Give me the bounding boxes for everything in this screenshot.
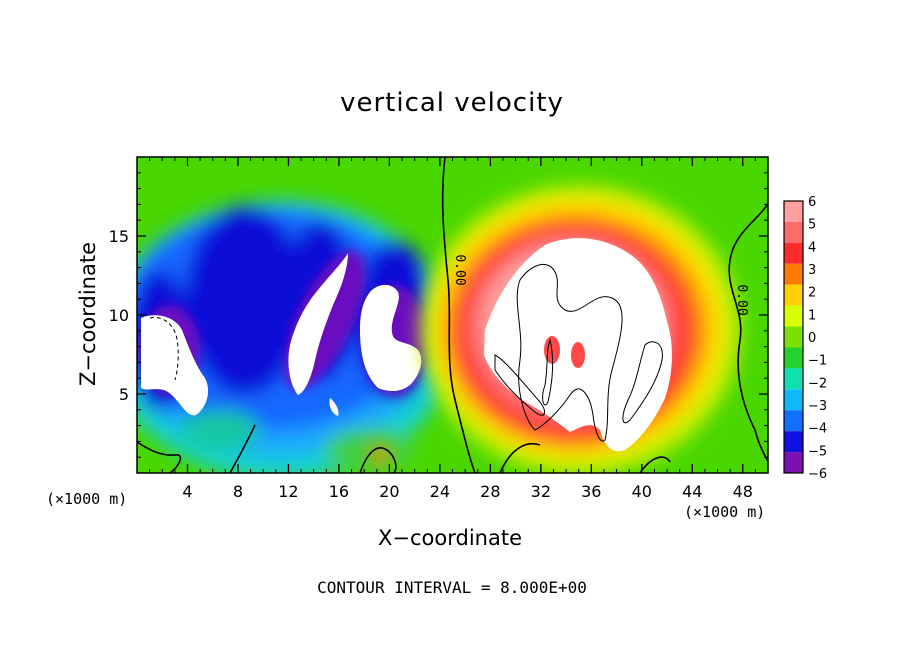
chart-title: vertical velocity bbox=[340, 88, 564, 118]
field-image bbox=[137, 157, 768, 473]
colorbar-swatch bbox=[784, 389, 803, 411]
y-tick-label: 15 bbox=[109, 227, 129, 246]
colorbar-swatch bbox=[784, 242, 803, 264]
x-unit-right: (×1000 m) bbox=[684, 503, 766, 521]
colorbar-label: 4 bbox=[808, 240, 816, 255]
x-tick-label: 28 bbox=[480, 482, 500, 501]
colorbar-swatch bbox=[784, 452, 803, 473]
x-tick-label: 12 bbox=[278, 482, 298, 501]
colorbar-label: −5 bbox=[808, 444, 827, 459]
colorbar-label: 6 bbox=[808, 195, 816, 210]
colorbar-label: −1 bbox=[808, 354, 827, 369]
colorbar-label: −2 bbox=[808, 376, 827, 391]
colorbar-frame bbox=[783, 200, 804, 474]
colorbar-label: −4 bbox=[808, 422, 827, 437]
colorbar-swatch bbox=[784, 263, 803, 285]
x-tick-label: 8 bbox=[233, 482, 243, 501]
contour-interval: CONTOUR INTERVAL = 8.000E+00 bbox=[317, 578, 587, 597]
colorbar-swatch bbox=[784, 410, 803, 432]
x-axis: 4 8 12 16 20 24 28 32 36 40 44 48 bbox=[149, 157, 756, 501]
x-tick-label: 40 bbox=[632, 482, 652, 501]
colorbar: 6 5 4 3 2 1 0 −1 −2 −3 −4 −5 −6 bbox=[783, 195, 827, 482]
y-axis: 5 10 15 bbox=[109, 172, 768, 458]
contour-label: 0.00 bbox=[452, 254, 467, 285]
colorbar-label: 0 bbox=[808, 331, 816, 346]
y-axis-label: Z−coordinate bbox=[76, 242, 100, 386]
zero-contours bbox=[137, 157, 768, 473]
colorbar-swatch bbox=[784, 326, 803, 348]
colorbar-swatch bbox=[784, 368, 803, 390]
x-unit-left: (×1000 m) bbox=[46, 490, 128, 508]
colorbar-swatch bbox=[784, 284, 803, 306]
contour-labels: 0.00 0.00 bbox=[452, 254, 749, 315]
colorbar-swatch bbox=[784, 201, 803, 222]
colorbar-swatch bbox=[784, 347, 803, 369]
core-contours bbox=[149, 263, 663, 442]
colorbar-swatch bbox=[784, 221, 803, 243]
contour-label: 0.00 bbox=[734, 284, 749, 315]
colorbar-label: 5 bbox=[808, 218, 816, 233]
colorbar-swatch bbox=[784, 431, 803, 453]
x-axis-label: X−coordinate bbox=[378, 526, 522, 550]
y-tick-label: 5 bbox=[119, 385, 129, 404]
x-tick-label: 16 bbox=[329, 482, 349, 501]
x-tick-label: 20 bbox=[379, 482, 399, 501]
colorbar-swatch bbox=[784, 305, 803, 327]
y-tick-label: 10 bbox=[109, 306, 129, 325]
colorbar-label: −3 bbox=[808, 399, 827, 414]
x-tick-label: 32 bbox=[531, 482, 551, 501]
downdraft-saturated bbox=[141, 253, 422, 416]
colorbar-label: 1 bbox=[808, 308, 816, 323]
x-tick-label: 4 bbox=[182, 482, 192, 501]
x-tick-label: 44 bbox=[682, 482, 702, 501]
colorbar-label: 3 bbox=[808, 263, 816, 278]
colorbar-label: −6 bbox=[808, 467, 827, 482]
x-tick-label: 36 bbox=[581, 482, 601, 501]
colorbar-label: 2 bbox=[808, 286, 816, 301]
x-tick-label: 24 bbox=[430, 482, 450, 501]
x-tick-label: 48 bbox=[733, 482, 753, 501]
